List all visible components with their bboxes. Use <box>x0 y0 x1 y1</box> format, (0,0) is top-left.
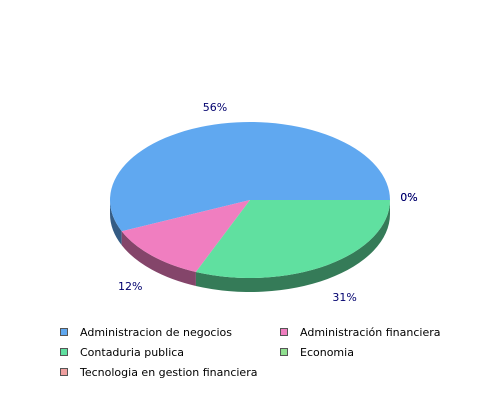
legend-item-contaduria-publica: Contaduria publica <box>60 345 280 359</box>
legend-item-economia: Economia <box>280 345 480 359</box>
legend-label: Administración financiera <box>300 325 441 339</box>
pie-side-administracion-de-negocios <box>110 200 122 246</box>
legend-swatch <box>60 328 68 336</box>
data-label-contaduria-publica: 31% <box>332 291 356 304</box>
pie-side-contaduria-publica <box>195 200 390 292</box>
legend-label: Tecnologia en gestion financiera <box>80 365 258 379</box>
legend-swatch <box>280 348 288 356</box>
pie-slice-administracion-financiera <box>121 200 251 272</box>
legend-item-tecnologia-en-gestion-financiera: Tecnologia en gestion financiera <box>60 365 280 379</box>
legend-swatch <box>280 328 288 336</box>
data-label-tecnologia-en-gestion-financiera: 0% <box>400 191 417 204</box>
data-label-administracion-financiera: 12% <box>118 280 142 293</box>
legend-item-administracion-financiera: Administración financiera <box>280 325 480 339</box>
legend-swatch <box>60 368 68 376</box>
data-label-economia: 0% <box>400 191 417 204</box>
pie-side-administracion-financiera <box>121 231 196 286</box>
pie-slice-contaduria-publica <box>195 200 390 278</box>
legend-label: Administracion de negocios <box>80 325 232 339</box>
chart-legend: Administracion de negocios Administració… <box>60 325 480 379</box>
legend-label: Economia <box>300 345 354 359</box>
legend-label: Contaduria publica <box>80 345 185 359</box>
legend-item-administracion-de-negocios: Administracion de negocios <box>60 325 280 339</box>
data-label-administracion-de-negocios: 56% <box>203 101 227 114</box>
pie-slice-administracion-de-negocios <box>110 122 390 232</box>
legend-swatch <box>60 348 68 356</box>
